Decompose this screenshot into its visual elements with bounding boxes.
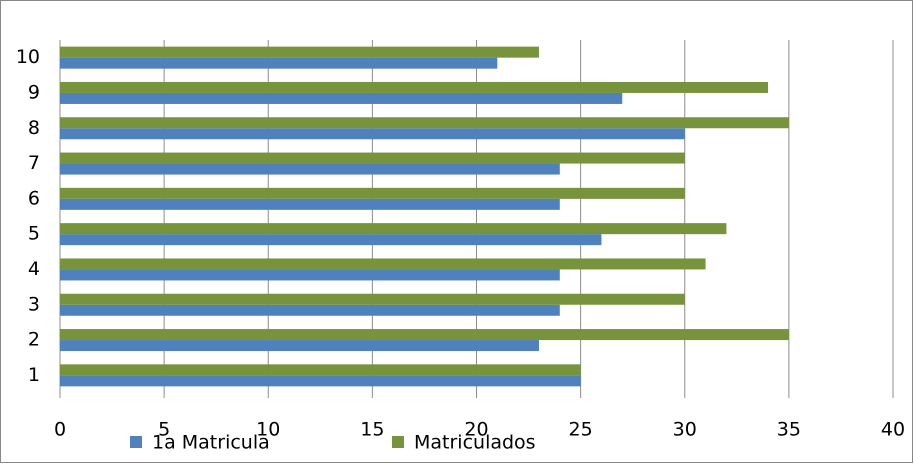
y-tick-label: 8 xyxy=(28,117,40,139)
bar xyxy=(60,187,685,199)
x-tick-label: 10 xyxy=(256,419,280,441)
y-tick-label: 7 xyxy=(28,152,40,174)
y-tick-label: 5 xyxy=(28,223,40,245)
bar xyxy=(60,128,685,140)
bar xyxy=(60,340,539,352)
bar xyxy=(60,198,560,210)
bar xyxy=(60,57,498,69)
x-tick-label: 15 xyxy=(360,419,384,441)
y-tick-label: 4 xyxy=(28,258,40,280)
legend-swatch xyxy=(130,436,142,448)
bar xyxy=(60,269,560,281)
bar xyxy=(60,81,769,93)
x-tick-label: 30 xyxy=(673,419,697,441)
bar xyxy=(60,46,539,58)
x-tick-label: 40 xyxy=(881,419,905,441)
x-tick-label: 35 xyxy=(777,419,801,441)
legend-swatch xyxy=(392,436,404,448)
bar xyxy=(60,92,623,104)
y-tick-label: 9 xyxy=(28,81,40,103)
y-tick-label: 1 xyxy=(28,364,40,386)
legend-label: Matriculados xyxy=(414,432,536,454)
bar xyxy=(60,364,581,376)
bar xyxy=(60,258,706,270)
x-tick-label: 0 xyxy=(54,419,66,441)
bar xyxy=(60,375,581,387)
y-tick-label: 6 xyxy=(28,187,40,209)
x-tick-label: 20 xyxy=(464,419,488,441)
bar xyxy=(60,117,789,129)
legend-label: 1a Matricula xyxy=(152,432,270,454)
bar xyxy=(60,152,685,164)
bar xyxy=(60,304,560,316)
bar xyxy=(60,234,602,246)
x-tick-label: 5 xyxy=(158,419,170,441)
y-tick-label: 3 xyxy=(28,293,40,315)
bar xyxy=(60,329,789,341)
y-tick-label: 2 xyxy=(28,329,40,351)
bar xyxy=(60,163,560,175)
y-tick-label: 10 xyxy=(16,46,40,68)
bar xyxy=(60,293,685,305)
bar xyxy=(60,223,727,235)
x-tick-label: 25 xyxy=(569,419,593,441)
